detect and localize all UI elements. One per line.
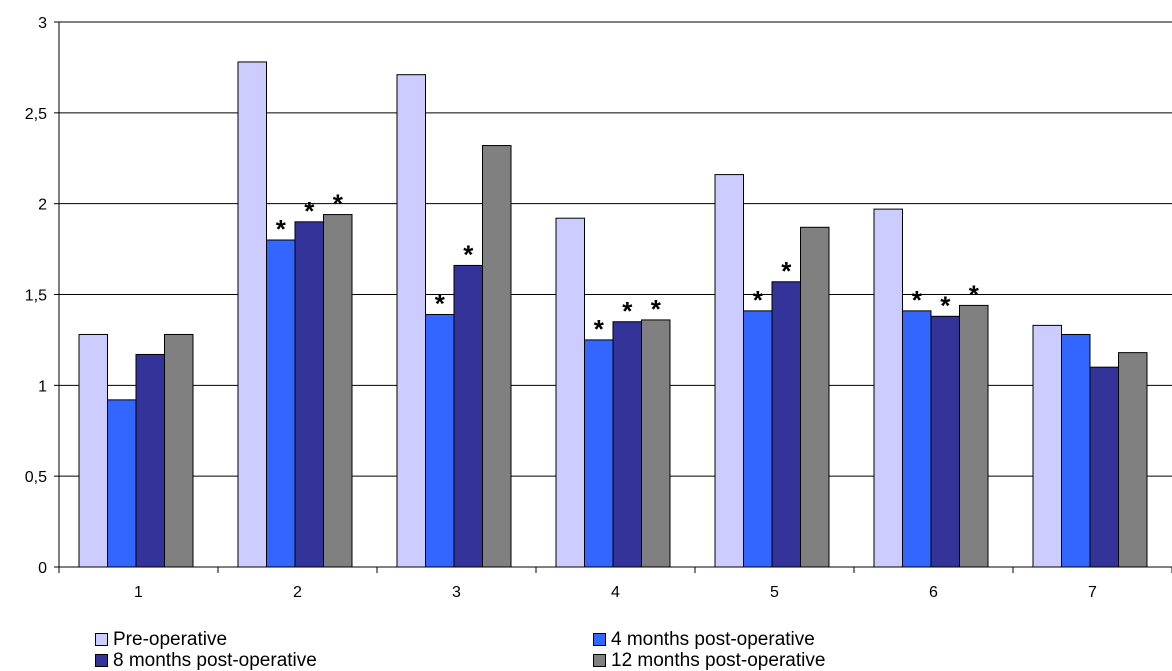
- bar: [453, 264, 483, 568]
- bar: [1061, 333, 1091, 568]
- significance-star: *: [463, 239, 474, 269]
- bar: [584, 339, 614, 568]
- bar: [323, 214, 353, 568]
- bar: [1032, 324, 1062, 568]
- y-tick-label: 2: [38, 197, 47, 214]
- significance-star: *: [333, 189, 344, 219]
- bar: [612, 321, 642, 568]
- bar: [107, 399, 137, 568]
- significance-star: *: [753, 285, 764, 315]
- bar: [800, 226, 830, 568]
- significance-star: *: [940, 290, 951, 320]
- significance-star: *: [304, 196, 315, 226]
- bar: [959, 304, 989, 568]
- bar: [743, 310, 773, 568]
- y-tick-label: 1,5: [25, 288, 47, 305]
- y-tick-label: 1: [38, 378, 47, 395]
- y-tick-label: 0: [38, 560, 47, 577]
- y-tick-label: 3: [38, 15, 47, 32]
- bar: [873, 208, 903, 568]
- bar: [164, 333, 194, 568]
- bar: [237, 61, 267, 568]
- y-tick-label: 0,5: [25, 469, 47, 486]
- significance-star: *: [912, 285, 923, 315]
- significance-star: *: [622, 296, 633, 326]
- x-tick-label: 6: [929, 584, 938, 601]
- significance-star: *: [651, 294, 662, 324]
- significance-star: *: [276, 214, 287, 244]
- bar: [930, 315, 960, 568]
- x-tick-label: 2: [293, 584, 302, 601]
- bar: [902, 310, 932, 568]
- bar: [1118, 352, 1148, 568]
- significance-star: *: [594, 314, 605, 344]
- bar: [294, 221, 324, 568]
- x-tick-label: 4: [611, 584, 620, 601]
- x-tick-label: 3: [452, 584, 461, 601]
- significance-star: *: [969, 279, 980, 309]
- bar: [396, 74, 426, 568]
- bar: [771, 281, 801, 568]
- significance-star: *: [781, 256, 792, 286]
- x-tick-label: 7: [1088, 584, 1097, 601]
- bar: [641, 319, 671, 568]
- bar: [266, 239, 296, 568]
- bar: [425, 313, 455, 568]
- bar: [714, 174, 744, 568]
- y-tick-label: 2,5: [25, 106, 47, 123]
- x-tick-label: 5: [770, 584, 779, 601]
- significance-star: *: [435, 288, 446, 318]
- bar: [135, 353, 165, 568]
- bar: [78, 333, 108, 568]
- bar: [1089, 366, 1119, 568]
- bar: [482, 145, 512, 568]
- x-tick-label: 1: [134, 584, 143, 601]
- bar: [555, 217, 585, 568]
